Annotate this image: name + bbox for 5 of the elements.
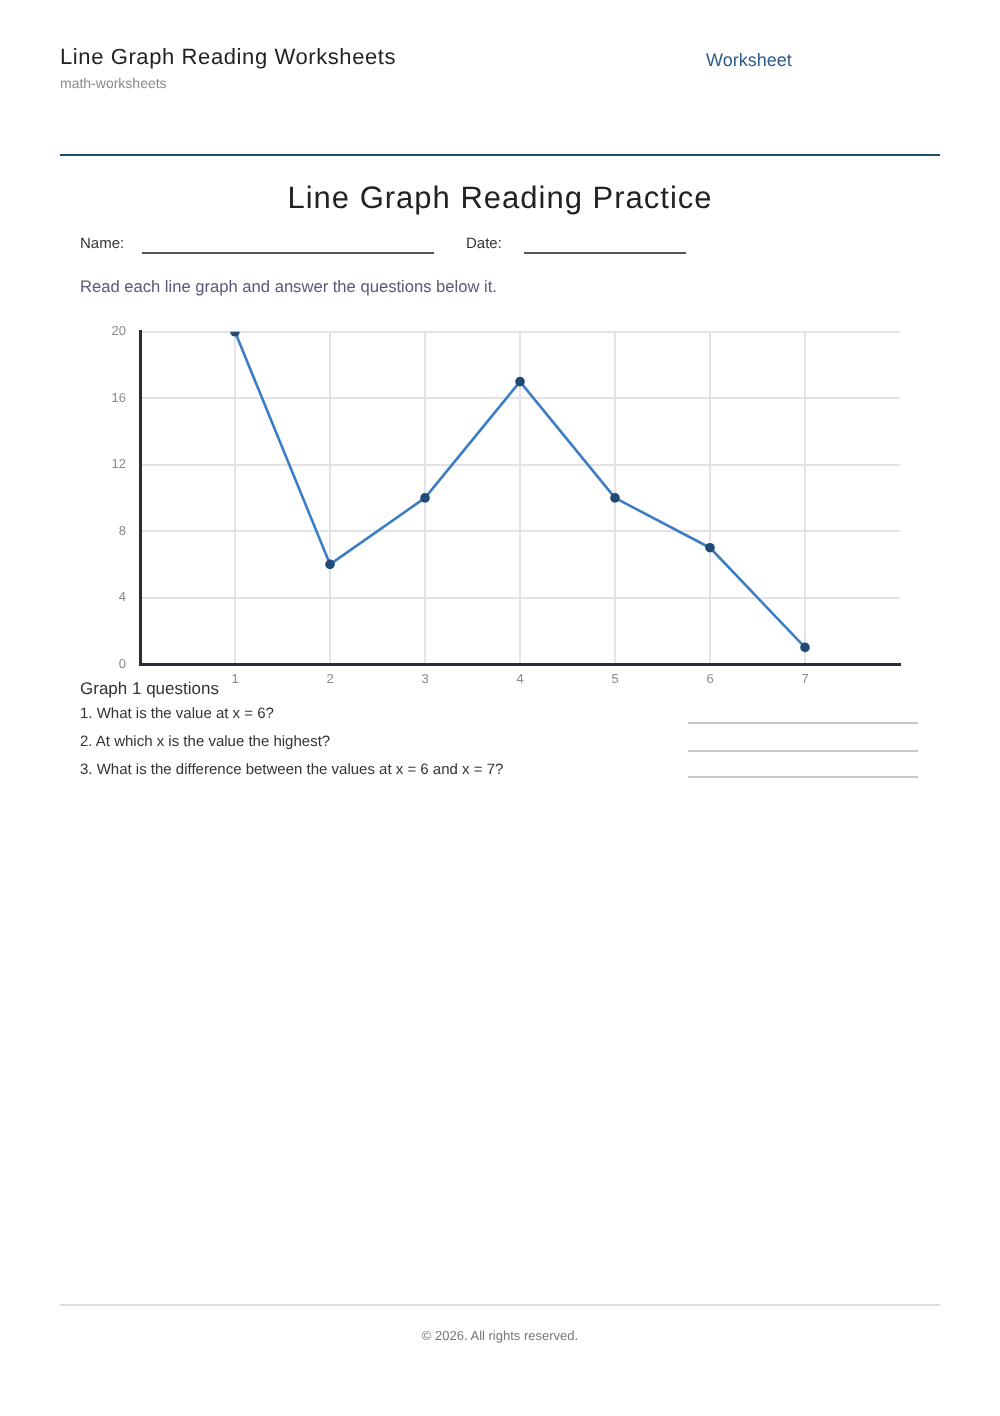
- caption: Graph 1 questions: [80, 678, 219, 698]
- text: Line Graph Reading Worksheets: [60, 46, 397, 70]
- chart-subtitle: Read each line graph and answer the questions below it.: [80, 276, 497, 296]
- text: Worksheet: [706, 49, 792, 69]
- chart-title: Line Graph Reading Practice: [285, 181, 715, 215]
